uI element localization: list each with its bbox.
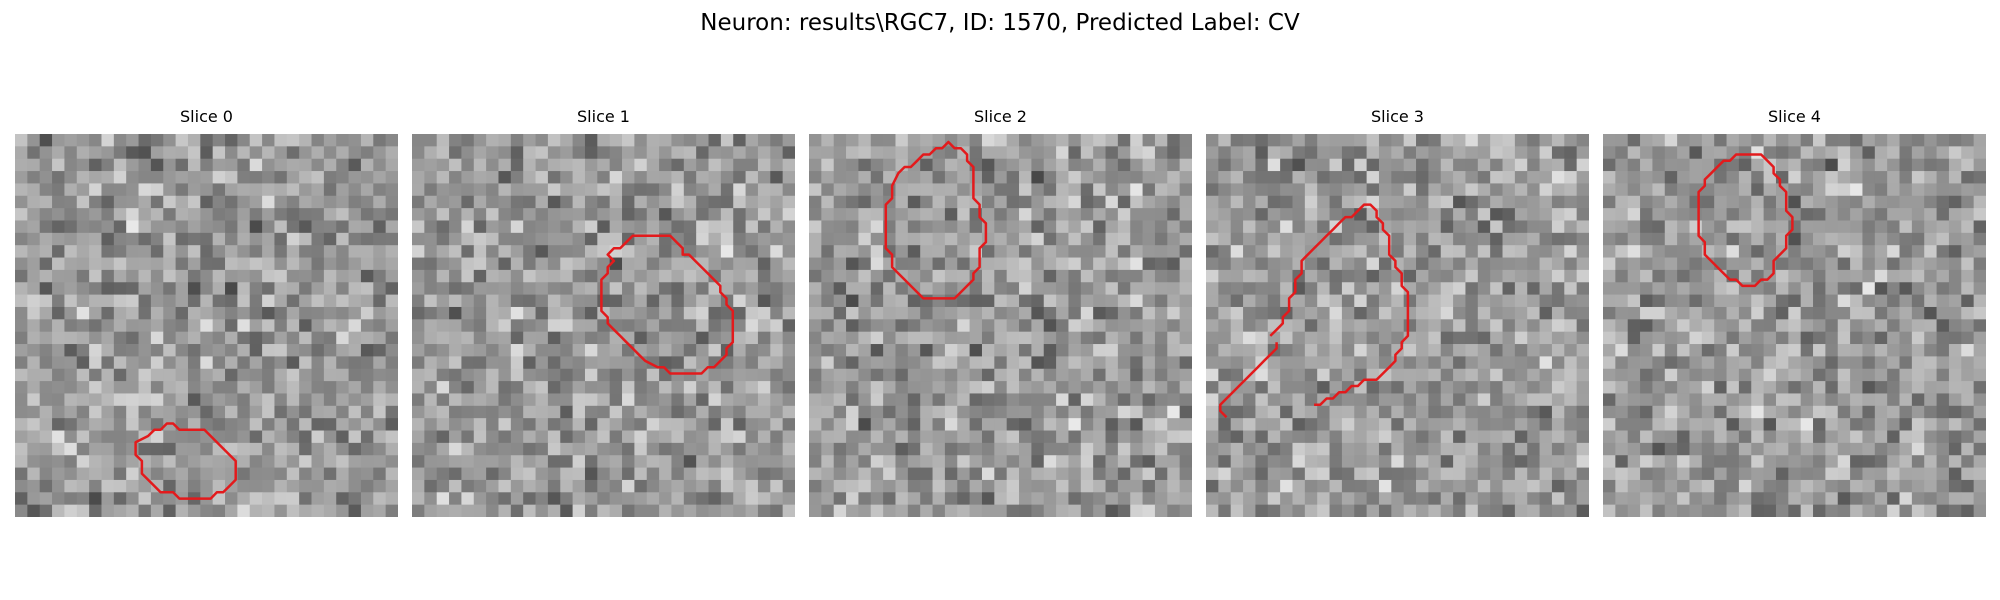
slice-image-svg (15, 134, 398, 517)
slice-image-svg (1603, 134, 1986, 517)
slice-image-svg (412, 134, 795, 517)
slice-image (15, 134, 398, 517)
slice-panel-1: Slice 1 (412, 106, 795, 526)
pixel-grid (1603, 134, 1986, 517)
slice-title: Slice 3 (1371, 107, 1424, 126)
neuron-contour (1697, 153, 1794, 288)
neuron-contour (1269, 203, 1410, 406)
neuron-contour (134, 422, 237, 500)
pixel-grid (1206, 134, 1589, 517)
slice-image (809, 134, 1192, 517)
slice-title: Slice 2 (974, 107, 1027, 126)
slice-image-svg (1206, 134, 1589, 517)
pixel-grid (412, 134, 795, 517)
slice-image-svg (809, 134, 1192, 517)
slice-image (1603, 134, 1986, 517)
slice-panel-4: Slice 4 (1603, 106, 1986, 526)
slice-panel-0: Slice 0 (15, 106, 398, 526)
slice-panel-3: Slice 3 (1206, 106, 1589, 526)
neuron-contour (884, 140, 988, 300)
pixel-grid (809, 134, 1192, 517)
slice-title: Slice 1 (577, 107, 630, 126)
neuron-contour (600, 234, 735, 375)
slice-image (1206, 134, 1589, 517)
pixel-grid (15, 134, 398, 517)
slice-image (412, 134, 795, 517)
slice-title: Slice 4 (1768, 107, 1821, 126)
slice-panel-2: Slice 2 (809, 106, 1192, 526)
figure-title: Neuron: results\RGC7, ID: 1570, Predicte… (700, 10, 1300, 36)
neuron-contour-segment (1219, 342, 1278, 419)
slice-title: Slice 0 (180, 107, 233, 126)
